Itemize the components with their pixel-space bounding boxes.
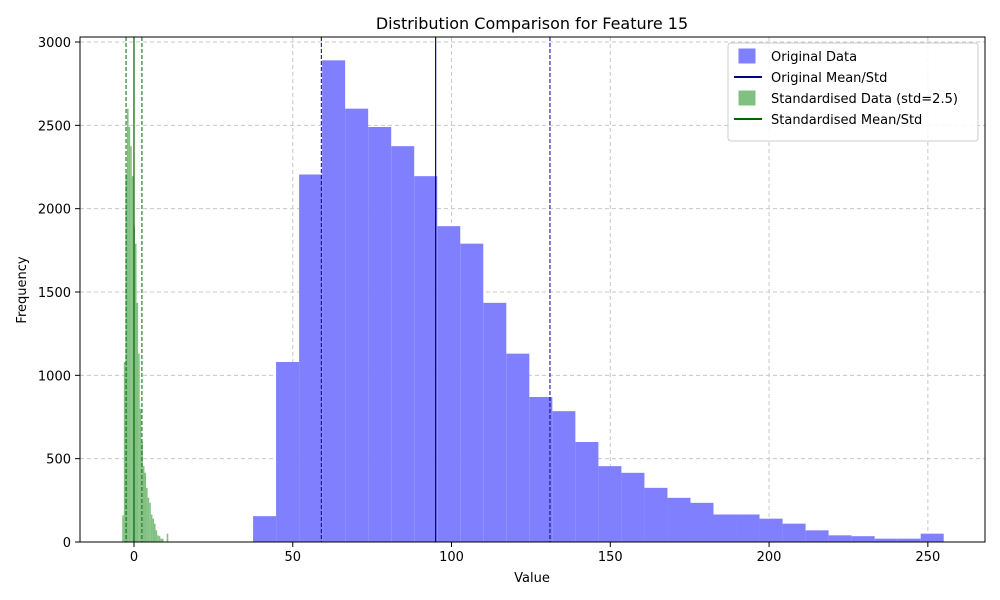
original-bar xyxy=(483,302,507,542)
standardised-bar xyxy=(152,518,154,542)
standardised-bar xyxy=(138,353,140,542)
standardised-data-bars xyxy=(122,108,169,543)
y-tick-label: 0 xyxy=(63,536,71,551)
original-bar xyxy=(782,523,806,542)
y-tick-label: 2000 xyxy=(38,203,71,218)
original-bar xyxy=(759,518,783,542)
legend-box xyxy=(727,42,979,142)
y-tick-label: 1000 xyxy=(38,369,71,384)
standardised-bar xyxy=(149,502,151,542)
x-tick-label: 250 xyxy=(915,550,940,565)
standardised-bar xyxy=(123,362,126,542)
reference-lines xyxy=(125,37,551,542)
original-bar xyxy=(253,516,277,542)
original-bar xyxy=(621,472,645,542)
standardised-bar xyxy=(158,536,161,542)
original-bar xyxy=(529,397,553,542)
x-tick-label: 50 xyxy=(284,550,301,565)
standardised-bar xyxy=(122,515,124,542)
standardised-bar xyxy=(134,243,137,542)
legend-label: Standardised Data (std=2.5) xyxy=(771,92,958,107)
standardised-bar xyxy=(155,530,158,542)
standardised-bar xyxy=(131,176,134,542)
original-bar xyxy=(897,538,921,542)
standardised-bar xyxy=(136,302,139,542)
y-tick-label: 3000 xyxy=(38,36,71,51)
standardised-bar xyxy=(153,523,156,542)
original-bar xyxy=(368,127,392,542)
original-bar xyxy=(575,442,599,542)
standardised-bar xyxy=(130,146,132,542)
x-axis-ticks: 0 50 100 150 200 250 xyxy=(130,542,940,565)
original-bar xyxy=(460,243,484,542)
original-bar xyxy=(736,514,760,542)
original-bar xyxy=(644,487,668,542)
chart-title: Distribution Comparison for Feature 15 xyxy=(376,14,688,33)
standardised-bar xyxy=(157,535,159,542)
original-bar xyxy=(345,108,369,543)
legend-label: Original Mean/Std xyxy=(771,71,887,86)
standardised-bar xyxy=(141,442,143,542)
standardised-bar xyxy=(146,487,148,542)
original-bar xyxy=(437,226,461,542)
original-bar xyxy=(667,497,691,542)
standardised-bar xyxy=(161,538,164,542)
original-bar xyxy=(690,502,714,542)
x-tick-label: 100 xyxy=(439,550,464,565)
standardised-bar xyxy=(126,108,129,543)
standardised-bar xyxy=(139,408,142,542)
original-data-bars xyxy=(253,60,944,543)
standardised-bar xyxy=(166,533,169,542)
legend-label: Original Data xyxy=(771,50,857,65)
original-bar xyxy=(414,176,438,542)
standardised-bar xyxy=(147,497,150,542)
legend-swatch xyxy=(738,48,756,64)
legend-label: Standardised Mean/Std xyxy=(771,113,922,128)
legend-swatch xyxy=(738,90,756,106)
x-tick-label: 150 xyxy=(598,550,623,565)
legend: Original Data Original Mean/Std Standardis… xyxy=(727,42,979,142)
original-bar xyxy=(276,362,300,542)
y-axis-ticks: 0 500 1000 1500 2000 2500 3000 xyxy=(38,36,80,551)
y-axis-label: Frequency xyxy=(15,256,30,323)
original-bar xyxy=(713,514,737,542)
plot-frame xyxy=(79,36,986,543)
standardised-bar xyxy=(144,472,147,542)
x-tick-label: 0 xyxy=(130,550,138,565)
standardised-bar xyxy=(150,514,153,542)
original-bar xyxy=(851,536,875,542)
original-bar xyxy=(598,466,622,542)
original-bar xyxy=(828,535,852,542)
original-bar xyxy=(920,533,944,542)
y-tick-label: 2500 xyxy=(38,119,71,134)
original-bar xyxy=(391,146,415,542)
original-bar xyxy=(874,538,898,542)
standardised-bar xyxy=(128,127,131,542)
original-bar xyxy=(805,530,829,542)
y-tick-label: 1500 xyxy=(38,286,71,301)
original-bar xyxy=(322,60,346,542)
original-bar xyxy=(299,174,323,542)
original-bar xyxy=(552,411,576,542)
x-axis-label: Value xyxy=(514,571,550,586)
standardised-bar xyxy=(142,466,145,542)
standardised-bar xyxy=(160,538,162,542)
y-tick-label: 500 xyxy=(46,453,71,468)
original-bar xyxy=(506,353,530,542)
x-tick-label: 200 xyxy=(757,550,782,565)
